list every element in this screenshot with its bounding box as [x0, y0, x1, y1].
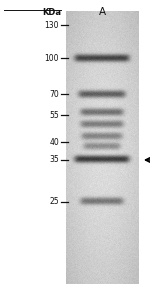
Text: 55: 55 [49, 111, 59, 120]
Text: 130: 130 [45, 21, 59, 30]
Text: KDa: KDa [42, 8, 61, 17]
Text: 35: 35 [49, 155, 59, 164]
Text: A: A [99, 7, 106, 17]
Text: 40: 40 [49, 138, 59, 147]
Text: 70: 70 [49, 90, 59, 99]
Text: 100: 100 [45, 54, 59, 63]
Text: 25: 25 [49, 197, 59, 206]
